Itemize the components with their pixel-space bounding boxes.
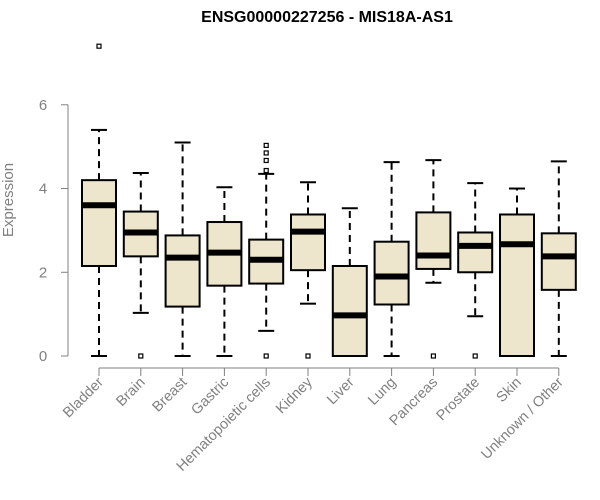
box-skin <box>499 187 535 357</box>
box-kidney <box>290 181 326 359</box>
x-tick-label: Breast <box>149 375 190 416</box>
outlier-point <box>263 167 269 174</box>
outlier-point <box>263 157 269 164</box>
outlier-point <box>430 353 436 359</box>
box-gastric <box>206 186 243 357</box>
x-tick-label: Bladder <box>60 374 107 421</box>
box-liver <box>331 207 368 357</box>
box-body <box>331 264 368 357</box>
box-breast <box>164 141 201 357</box>
chart-title: ENSG00000227256 - MIS18A-AS1 <box>201 9 453 26</box>
x-tick-label: Skin <box>494 375 525 406</box>
box-bladder <box>81 43 117 357</box>
box-body <box>164 234 201 308</box>
outlier-point <box>138 353 144 359</box>
box-lung <box>373 161 410 357</box>
outlier-point <box>263 353 269 359</box>
outlier-point <box>263 150 269 156</box>
x-tick-label: Kidney <box>273 374 316 417</box>
x-tick-label: Liver <box>324 374 358 408</box>
box-body <box>457 231 494 274</box>
outlier-point <box>96 43 102 49</box>
y-tick-label: 4 <box>39 181 47 198</box>
box-unknown-other <box>540 160 577 357</box>
y-axis: 0 2 4 6 <box>39 97 69 365</box>
x-tick-label: Lung <box>365 375 399 409</box>
y-tick-label: 2 <box>39 264 47 281</box>
box-body <box>373 240 410 306</box>
box-body <box>81 179 117 267</box>
box-brain <box>122 172 159 359</box>
x-tick-label: Brain <box>113 375 148 410</box>
outlier-point <box>263 142 269 149</box>
box-prostate <box>457 182 494 359</box>
box-body <box>290 213 326 272</box>
boxes <box>81 43 577 359</box>
outlier-point <box>305 353 311 359</box>
box-hematopoietic-cells <box>248 142 285 359</box>
y-tick-label: 0 <box>39 348 47 365</box>
box-body <box>540 232 577 291</box>
box-pancreas <box>415 159 452 359</box>
outlier-point <box>472 353 478 359</box>
box-body <box>499 213 535 357</box>
x-tick-label: Prostate <box>434 375 483 424</box>
y-tick-label: 6 <box>39 97 47 114</box>
box-body <box>415 211 452 270</box>
y-axis-label: Expression <box>0 163 17 237</box>
